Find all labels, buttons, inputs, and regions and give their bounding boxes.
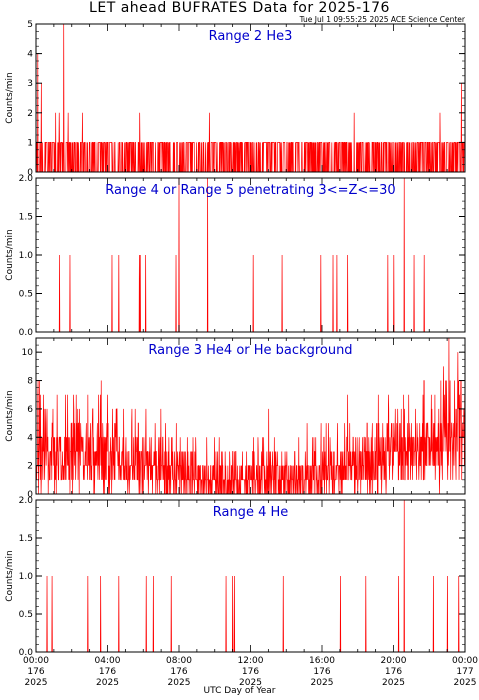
y-tick-label: 0	[27, 490, 33, 500]
x-tick-label: 176	[170, 667, 187, 677]
panel-title: Range 2 He3	[209, 29, 293, 44]
y-tick-label: 10	[22, 348, 34, 358]
chart-panel-2: 0.0 0.5 1.0 1.5 2.0 Counts/min Range 4 or Rang…	[5, 174, 466, 338]
x-tick-label: 176	[313, 667, 330, 677]
y-tick-label: 0.0	[19, 648, 34, 658]
y-tick-label: 0.0	[19, 328, 34, 338]
x-tick-label: 04:00	[95, 656, 121, 666]
x-tick-label: 16:00	[309, 656, 335, 666]
chart-panel-1: 0 1 2 3 4 5 Counts/min Range 2 He3	[5, 20, 466, 178]
x-tick-label: 00:00	[452, 656, 478, 666]
y-tick-label: 0	[27, 168, 33, 178]
y-tick-label: 1.0	[19, 251, 34, 261]
x-tick-label: 176	[27, 667, 44, 677]
y-axis-label: Counts/min	[5, 72, 15, 123]
y-tick-label: 1.5	[19, 534, 33, 544]
x-tick-label: 2025	[454, 678, 477, 688]
x-tick-label: 176	[99, 667, 116, 677]
y-tick-label: 1	[27, 138, 33, 148]
y-axis-label: Counts/min	[5, 229, 15, 280]
y-tick-label: 1.5	[19, 213, 33, 223]
y-tick-label: 0.5	[19, 290, 33, 300]
y-tick-label: 5	[27, 20, 33, 30]
y-tick-label: 4	[27, 50, 33, 60]
timestamp: Tue Jul 1 09:55:25 2025 ACE Science Cent…	[299, 15, 465, 24]
y-tick-label: 1.0	[19, 572, 34, 582]
x-axis-title: UTC Day of Year	[203, 686, 276, 696]
x-tick-label: 12:00	[238, 656, 264, 666]
y-tick-label: 0.5	[19, 610, 33, 620]
data-series-line	[35, 23, 465, 173]
data-series-line	[35, 337, 466, 495]
panel-title: Range 4 or Range 5 penetrating 3<=Z<=30	[105, 183, 395, 198]
chart-title: LET ahead BUFRATES Data for 2025-176	[89, 0, 390, 16]
y-tick-label: 2	[27, 462, 33, 472]
y-tick-label: 3	[27, 79, 33, 89]
x-tick-label: 2025	[25, 678, 48, 688]
x-tick-label: 2025	[239, 678, 262, 688]
y-tick-label: 2.0	[19, 174, 34, 184]
x-tick-label: 2025	[311, 678, 334, 688]
y-axis-label: Counts/min	[5, 550, 15, 601]
x-tick-label: 20:00	[381, 656, 407, 666]
data-series-line	[36, 499, 465, 653]
chart-panel-4: 0.0 0.5 1.0 1.5 2.0 Counts/min Range 4 He	[5, 496, 466, 658]
data-series-line	[36, 177, 465, 333]
x-tick-label: 2025	[382, 678, 405, 688]
x-tick-label: 08:00	[166, 656, 192, 666]
y-tick-label: 8	[27, 377, 33, 387]
chart-panel-3: 0 2 4 6 8 10 Counts/min Range 3 He4 or He backg…	[5, 337, 466, 500]
x-tick-label: 2025	[168, 678, 191, 688]
panel-title: Range 3 He4 or He background	[148, 343, 352, 358]
panel-title: Range 4 He	[213, 505, 289, 520]
y-tick-label: 4	[27, 433, 33, 443]
x-tick-label: 177	[456, 667, 473, 677]
x-tick-label: 00:00	[23, 656, 49, 666]
y-tick-label: 2	[27, 109, 33, 119]
x-tick-label: 176	[385, 667, 402, 677]
x-tick-label: 2025	[96, 678, 119, 688]
y-tick-label: 6	[27, 405, 33, 415]
y-axis-label: Counts/min	[5, 390, 15, 441]
plot-frame	[35, 177, 466, 333]
y-tick-label: 2.0	[19, 496, 34, 506]
x-tick-label: 176	[242, 667, 259, 677]
